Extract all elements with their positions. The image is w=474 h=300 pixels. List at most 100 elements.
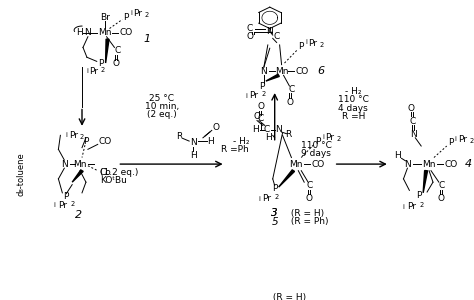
Text: 2: 2: [337, 136, 341, 142]
Text: i: i: [245, 93, 247, 99]
Text: Pr: Pr: [262, 194, 271, 203]
Text: P: P: [299, 42, 304, 51]
Text: H: H: [190, 151, 196, 160]
Text: N: N: [404, 160, 411, 169]
Text: H: H: [208, 136, 214, 146]
Text: CO: CO: [99, 137, 112, 146]
Text: 2: 2: [74, 210, 82, 220]
Text: 2: 2: [274, 194, 279, 200]
Text: H: H: [265, 133, 272, 142]
Text: (1.2 eq.): (1.2 eq.): [100, 168, 138, 177]
Text: H: H: [252, 125, 258, 134]
Text: O: O: [212, 123, 219, 132]
Text: 4: 4: [465, 159, 472, 169]
Text: C: C: [439, 181, 445, 190]
Text: O: O: [438, 194, 444, 203]
Polygon shape: [266, 74, 279, 81]
Text: O: O: [257, 102, 264, 111]
Text: P: P: [259, 82, 264, 91]
Text: 110 °C: 110 °C: [301, 141, 332, 150]
Text: 110 °C: 110 °C: [338, 95, 369, 104]
Text: P: P: [417, 191, 422, 200]
Text: CO: CO: [119, 28, 133, 37]
Text: CO: CO: [444, 160, 457, 169]
Text: P: P: [315, 136, 320, 146]
Text: N: N: [84, 28, 91, 37]
Text: i: i: [322, 134, 324, 140]
Text: KOᵗBu: KOᵗBu: [100, 176, 127, 185]
Text: i: i: [54, 202, 55, 208]
Text: i: i: [86, 68, 88, 74]
Text: i: i: [305, 40, 307, 46]
Text: 2: 2: [70, 200, 74, 206]
Polygon shape: [106, 39, 109, 63]
Text: Pr: Pr: [309, 39, 318, 48]
Text: Pr: Pr: [58, 201, 67, 210]
Text: 2: 2: [145, 12, 149, 18]
Text: 2: 2: [419, 202, 423, 208]
Text: 2: 2: [320, 42, 324, 48]
Text: (R = H): (R = H): [270, 293, 307, 300]
Text: R =Ph: R =Ph: [221, 145, 249, 154]
Text: H: H: [394, 152, 401, 160]
Text: H: H: [76, 28, 82, 37]
Text: 3: 3: [272, 208, 278, 218]
Text: C: C: [307, 181, 313, 190]
Text: O: O: [246, 32, 254, 41]
Text: P: P: [272, 184, 277, 193]
Text: Pr: Pr: [249, 92, 258, 100]
Text: i: i: [130, 10, 132, 16]
Text: N: N: [61, 160, 68, 169]
Text: 5: 5: [272, 217, 278, 226]
Text: i: i: [65, 132, 67, 138]
Text: O: O: [287, 98, 294, 107]
Text: R =H: R =H: [342, 112, 365, 121]
Text: 1: 1: [143, 34, 150, 44]
Text: O: O: [408, 104, 415, 113]
Text: 25 °C: 25 °C: [149, 94, 174, 103]
Text: i: i: [402, 204, 404, 210]
Text: 2: 2: [469, 138, 474, 144]
Text: - H₂: - H₂: [233, 136, 249, 146]
Text: R: R: [285, 130, 292, 139]
Text: C: C: [114, 46, 120, 55]
Text: Pr: Pr: [458, 135, 467, 144]
Text: O: O: [306, 194, 313, 203]
Text: C: C: [409, 117, 415, 126]
Text: Pr: Pr: [69, 131, 78, 140]
Text: Pr: Pr: [325, 133, 334, 142]
Text: N: N: [261, 67, 267, 76]
Polygon shape: [423, 170, 428, 193]
Text: (2 eq.): (2 eq.): [147, 110, 176, 119]
Text: P: P: [98, 58, 103, 68]
Text: 2: 2: [100, 67, 105, 73]
Text: C: C: [258, 114, 264, 123]
Text: Mn: Mn: [73, 160, 87, 169]
Text: C: C: [247, 24, 253, 33]
Text: Co: Co: [100, 168, 111, 177]
Text: N: N: [190, 138, 196, 147]
Text: R: R: [176, 132, 182, 141]
Text: Pr: Pr: [134, 9, 143, 18]
Text: P: P: [83, 136, 89, 146]
Text: 6: 6: [317, 66, 325, 76]
Text: N: N: [410, 130, 417, 139]
Text: N: N: [275, 125, 282, 134]
Polygon shape: [279, 170, 294, 187]
Text: (R = H): (R = H): [289, 209, 325, 218]
Text: - H₂: - H₂: [345, 87, 362, 96]
Text: Pr: Pr: [407, 202, 416, 211]
Text: Mn: Mn: [98, 28, 111, 37]
Text: P: P: [124, 13, 129, 22]
Text: 2: 2: [262, 91, 266, 97]
Text: i: i: [455, 136, 456, 142]
Text: C: C: [273, 32, 280, 41]
Text: Mn: Mn: [275, 67, 288, 76]
Text: N: N: [266, 27, 273, 36]
Text: C: C: [264, 125, 270, 134]
Text: d₈-toluene: d₈-toluene: [17, 152, 26, 196]
Text: 9 days: 9 days: [301, 149, 331, 158]
Text: Pr: Pr: [89, 67, 98, 76]
Text: Mn: Mn: [290, 160, 303, 169]
Text: CO: CO: [311, 160, 325, 169]
